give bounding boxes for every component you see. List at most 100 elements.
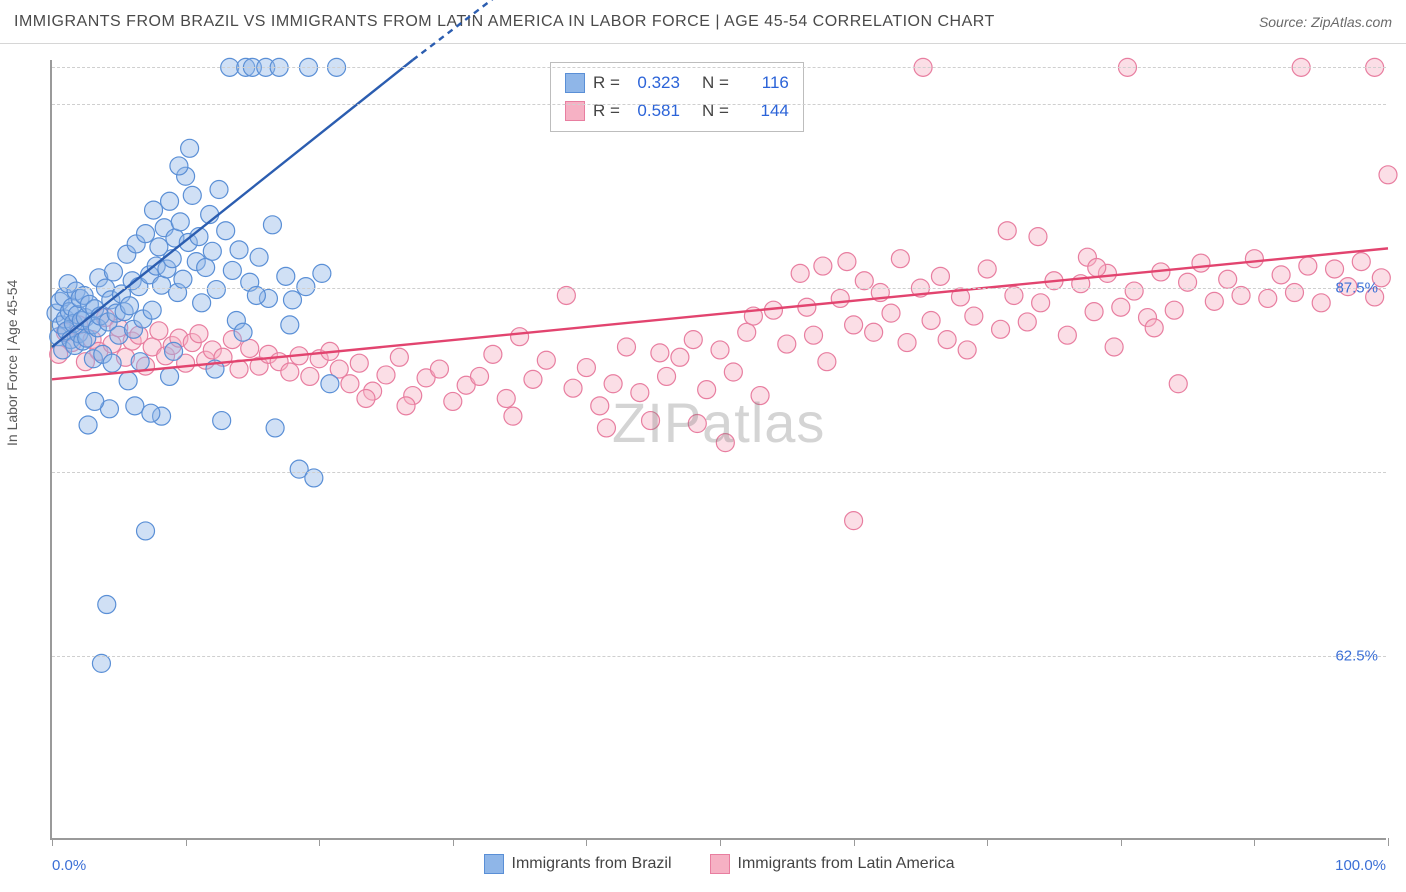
data-point — [397, 397, 415, 415]
data-point — [1032, 294, 1050, 312]
data-point — [865, 323, 883, 341]
x-tick — [1254, 838, 1255, 846]
data-point — [524, 370, 542, 388]
data-point — [716, 434, 734, 452]
data-point — [931, 267, 949, 285]
data-point — [153, 276, 171, 294]
data-point — [855, 272, 873, 290]
data-point — [92, 654, 110, 672]
y-tick-label: 87.5% — [1335, 280, 1378, 297]
x-tick — [186, 838, 187, 846]
data-point — [537, 351, 555, 369]
data-point — [724, 363, 742, 381]
data-point — [1285, 284, 1303, 302]
data-point — [751, 387, 769, 405]
gridline — [52, 472, 1386, 473]
data-point — [992, 320, 1010, 338]
data-point — [213, 412, 231, 430]
x-tick — [1388, 838, 1389, 846]
data-point — [1029, 228, 1047, 246]
data-point — [978, 260, 996, 278]
data-point — [711, 341, 729, 359]
data-point — [181, 139, 199, 157]
data-point — [297, 278, 315, 296]
source-label: Source: ZipAtlas.com — [1259, 14, 1392, 30]
data-point — [511, 328, 529, 346]
x-tick — [854, 838, 855, 846]
x-tick-label-min: 0.0% — [52, 857, 86, 874]
data-point — [247, 286, 265, 304]
data-point — [210, 181, 228, 199]
data-point — [120, 297, 138, 315]
data-point — [1105, 338, 1123, 356]
data-point — [965, 307, 983, 325]
data-point — [604, 375, 622, 393]
data-point — [698, 381, 716, 399]
data-point — [805, 326, 823, 344]
data-point — [197, 259, 215, 277]
data-point — [131, 353, 149, 371]
data-point — [281, 363, 299, 381]
data-point — [321, 375, 339, 393]
x-tick — [586, 838, 587, 846]
data-point — [1326, 260, 1344, 278]
stats-row-a: R = 0.323 N = 116 — [565, 69, 789, 97]
data-point — [277, 267, 295, 285]
data-point — [998, 222, 1016, 240]
data-point — [234, 323, 252, 341]
data-point — [831, 289, 849, 307]
data-point — [193, 294, 211, 312]
data-point — [241, 339, 259, 357]
data-point — [203, 242, 221, 260]
data-point — [119, 372, 137, 390]
data-point — [1232, 286, 1250, 304]
data-point — [126, 397, 144, 415]
data-point — [1312, 294, 1330, 312]
data-point — [1088, 259, 1106, 277]
data-point — [104, 263, 122, 281]
data-point — [1272, 266, 1290, 284]
data-point — [642, 412, 660, 430]
gridline — [52, 288, 1386, 289]
data-point — [377, 366, 395, 384]
data-point — [217, 222, 235, 240]
data-point — [688, 415, 706, 433]
y-axis-title: In Labor Force | Age 45-54 — [4, 280, 20, 446]
legend-swatch-brazil — [484, 854, 504, 874]
data-point — [684, 331, 702, 349]
data-point — [738, 323, 756, 341]
x-tick — [52, 838, 53, 846]
data-point — [631, 384, 649, 402]
data-point — [98, 596, 116, 614]
data-point — [161, 192, 179, 210]
data-point — [1245, 250, 1263, 268]
data-point — [658, 367, 676, 385]
x-tick-label-max: 100.0% — [1335, 857, 1386, 874]
data-point — [301, 367, 319, 385]
data-point — [390, 348, 408, 366]
data-point — [1192, 254, 1210, 272]
data-point — [142, 404, 160, 422]
data-point — [313, 264, 331, 282]
data-point — [137, 225, 155, 243]
plot-area: ZIPatlas R = 0.323 N = 116 R = 0.581 N =… — [50, 60, 1386, 840]
plot-svg — [52, 60, 1386, 838]
data-point — [1125, 282, 1143, 300]
legend-item-brazil: Immigrants from Brazil — [484, 854, 672, 874]
trend-line — [52, 248, 1388, 379]
data-point — [818, 353, 836, 371]
data-point — [143, 301, 161, 319]
data-point — [357, 389, 375, 407]
data-point — [150, 322, 168, 340]
data-point — [341, 375, 359, 393]
data-point — [597, 419, 615, 437]
data-point — [1085, 303, 1103, 321]
data-point — [165, 342, 183, 360]
data-point — [1018, 313, 1036, 331]
data-point — [145, 201, 163, 219]
data-point — [1112, 298, 1130, 316]
x-tick — [720, 838, 721, 846]
gridline — [52, 67, 1386, 68]
data-point — [266, 419, 284, 437]
gridline — [52, 104, 1386, 105]
